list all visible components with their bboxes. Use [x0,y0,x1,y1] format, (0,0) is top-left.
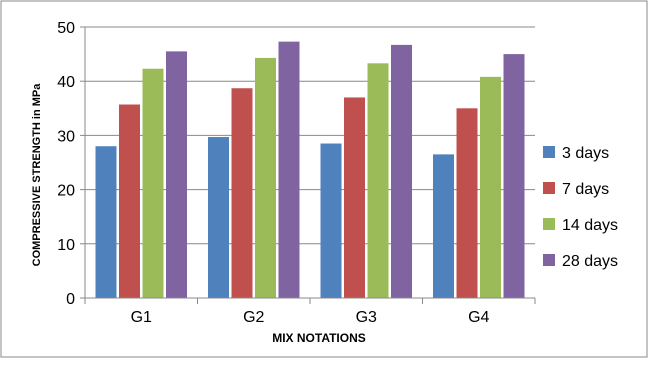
x-axis-title: MIX NOTATIONS [272,331,366,345]
legend-swatch [543,218,555,230]
bar-G4-7-days [456,108,478,298]
x-tick-label: G3 [356,309,377,326]
y-tick-label: 20 [57,183,75,200]
y-tick-label: 30 [57,128,75,145]
bar-G2-7-days [231,88,253,298]
bar-G3-14-days [367,63,389,299]
legend-label: 7 days [562,181,609,198]
bar-G3-7-days [344,97,365,299]
bar-G4-14-days [480,76,501,298]
bar-G1-14-days [142,68,164,298]
bar-G4-3-days [433,154,454,298]
bars [95,41,525,299]
bar-G1-3-days [95,146,117,298]
y-tick-label: 0 [66,291,75,308]
legend-label: 28 days [562,253,618,270]
bar-G1-7-days [119,104,140,298]
bar-G4-28-days [503,54,525,298]
bar-G2-14-days [255,57,276,299]
x-tick-label: G2 [243,309,264,326]
legend-swatch [543,182,555,194]
y-tick-label: 50 [57,20,75,37]
legend-label: 3 days [562,145,609,162]
bar-G3-28-days [391,44,412,298]
y-axis-title: COMPRESSIVE STRENGTH in MPa [31,83,43,267]
bar-G3-3-days [320,143,342,298]
x-tick-labels: G1 G2 G3 G4 [131,309,490,326]
y-tick-labels: 0 10 20 30 40 50 [57,20,75,308]
x-tick-label: G4 [468,309,489,326]
x-tick-label: G1 [131,309,152,326]
legend-swatch [543,146,555,158]
bar-G2-3-days [208,137,229,298]
bar-G1-28-days [166,51,187,298]
legend-swatch [543,254,555,266]
y-tick-label: 10 [57,237,75,254]
axes [80,26,536,304]
y-tick-label: 40 [57,74,75,91]
legend: 3 days 7 days 14 days 28 days [543,145,618,270]
bar-G2-28-days [278,41,300,298]
legend-label: 14 days [562,217,618,234]
